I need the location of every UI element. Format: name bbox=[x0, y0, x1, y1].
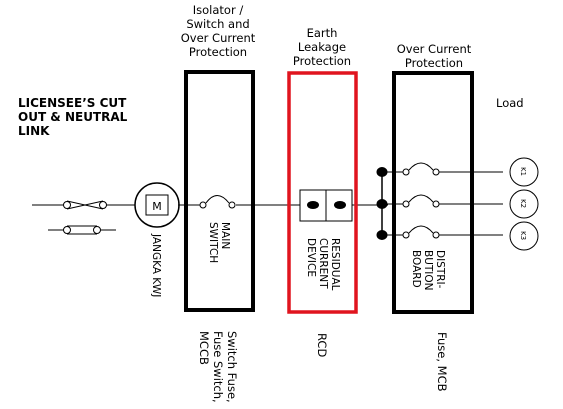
kwh-meter: M bbox=[134, 182, 180, 228]
earth-leakage-label: Earth Leakage Protection bbox=[293, 26, 351, 68]
rcd-text: RESIDUAL CURRENT DEVICE bbox=[305, 238, 341, 291]
svg-text:LINK: LINK bbox=[18, 124, 50, 138]
svg-text:K1: K1 bbox=[519, 167, 527, 176]
svg-text:MCCB: MCCB bbox=[197, 331, 211, 365]
rcd-bottom-label: RCD bbox=[315, 333, 329, 357]
load-label: Load bbox=[496, 96, 524, 110]
svg-text:Protection: Protection bbox=[189, 45, 247, 59]
neutral-link bbox=[63, 225, 101, 235]
svg-text:Leakage: Leakage bbox=[298, 40, 346, 54]
svg-text:OUT & NEUTRAL: OUT & NEUTRAL bbox=[18, 110, 128, 124]
licensee-cut-out-label: LICENSEE’S CUT OUT & NEUTRAL LINK bbox=[18, 96, 128, 138]
rcd-box bbox=[287, 71, 358, 314]
cut-out-fuse bbox=[63, 200, 107, 210]
svg-text:RESIDUAL: RESIDUAL bbox=[329, 238, 341, 291]
svg-text:Fuse Switch,: Fuse Switch, bbox=[211, 331, 225, 403]
main-switch-text: MAIN SWITCH bbox=[207, 222, 231, 263]
meter-symbol: M bbox=[152, 200, 162, 213]
svg-text:BOARD: BOARD bbox=[410, 250, 422, 288]
svg-text:LICENSEE’S CUT: LICENSEE’S CUT bbox=[18, 96, 127, 110]
svg-text:BUTION: BUTION bbox=[422, 250, 434, 291]
svg-text:K3: K3 bbox=[519, 231, 527, 240]
svg-text:Isolator /: Isolator / bbox=[193, 3, 244, 17]
distribution-board-box bbox=[392, 71, 474, 314]
meter-label: JANGKA KWJ bbox=[150, 233, 162, 297]
svg-text:MAIN: MAIN bbox=[219, 222, 231, 249]
rcd-symbol bbox=[299, 189, 353, 222]
over-current-label: Over Current Protection bbox=[397, 42, 472, 70]
svg-text:SWITCH: SWITCH bbox=[207, 222, 219, 263]
svg-text:DISTRI-: DISTRI- bbox=[434, 250, 446, 289]
svg-text:Switch Fuse,: Switch Fuse, bbox=[225, 331, 239, 403]
main-switch-box bbox=[184, 70, 255, 312]
load-k1: K1 bbox=[509, 157, 539, 187]
outgoing-fuses bbox=[382, 162, 503, 239]
svg-text:DEVICE: DEVICE bbox=[305, 238, 317, 277]
svg-text:K2: K2 bbox=[519, 199, 527, 208]
svg-text:Earth: Earth bbox=[307, 26, 338, 40]
db-bottom-label: Fuse, MCB bbox=[435, 332, 449, 392]
switch-type-label: Switch Fuse, Fuse Switch, MCCB bbox=[197, 331, 239, 403]
load-k2: K2 bbox=[509, 189, 539, 219]
svg-text:Protection: Protection bbox=[293, 54, 351, 68]
isolator-label: Isolator / Switch and Over Current Prote… bbox=[181, 3, 256, 59]
main-switch-fuse bbox=[199, 195, 236, 209]
svg-text:Over Current: Over Current bbox=[181, 31, 256, 45]
svg-text:CURRENT: CURRENT bbox=[317, 238, 329, 289]
svg-text:Switch and: Switch and bbox=[186, 17, 249, 31]
svg-text:Protection: Protection bbox=[405, 56, 463, 70]
svg-text:Over Current: Over Current bbox=[397, 42, 472, 56]
distribution-board-text: DISTRI- BUTION BOARD bbox=[410, 250, 446, 291]
load-k3: K3 bbox=[509, 221, 539, 251]
